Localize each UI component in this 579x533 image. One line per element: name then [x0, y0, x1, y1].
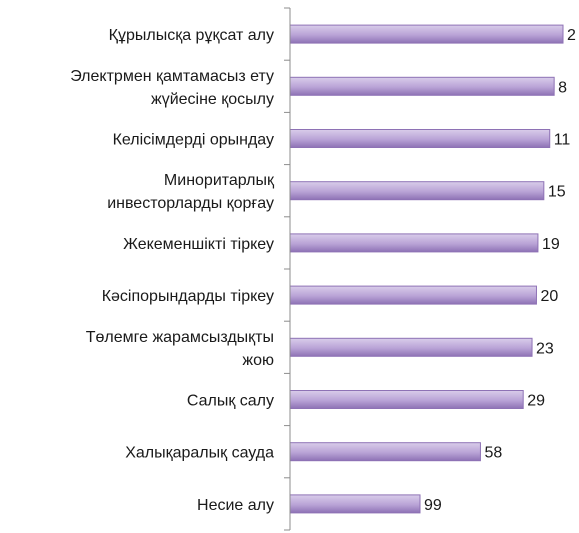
category-label-line: Электрмен қамтамасыз ету [70, 68, 274, 85]
bar [289, 285, 537, 305]
bar [289, 390, 524, 409]
category-label: Несие алу [197, 497, 274, 514]
axis-layer [284, 7, 291, 531]
bar [289, 129, 551, 148]
value-label: 15 [548, 184, 566, 201]
category-label: Құрылысқа рұқсат алу [109, 27, 274, 44]
category-label-line: жүйесіне қосылу [151, 91, 274, 108]
category-label: Келісімдерді орындау [113, 132, 274, 149]
category-label: Кәсіпорындарды тіркеу [102, 288, 274, 305]
category-label-line: Несие алу [197, 497, 274, 514]
bar [289, 494, 421, 514]
value-label: 8 [558, 79, 567, 96]
value-label: 2 [567, 27, 576, 44]
category-label-line: Салық салу [187, 393, 274, 410]
bar [289, 337, 533, 357]
bar [289, 24, 564, 44]
category-label: Миноритарлық инвесторларды қорғау [107, 172, 275, 212]
category-label-line: Кәсіпорындарды тіркеу [102, 288, 274, 305]
value-label: 23 [536, 340, 554, 357]
value-label: 29 [527, 393, 545, 410]
category-label: Жекеменшікті тіркеу [123, 236, 274, 253]
category-label: Салық салу [187, 393, 274, 410]
category-label-line: Жекеменшікті тіркеу [123, 236, 274, 253]
bar [289, 442, 481, 462]
category-label-line: Халықаралық сауда [125, 445, 274, 462]
value-label: 11 [554, 132, 571, 149]
value-label: 99 [424, 497, 442, 514]
bars-layer [289, 24, 564, 514]
category-label: Электрмен қамтамасыз ету жүйесіне қосылу [70, 68, 274, 108]
category-label: Төлемге жарамсыздықты жою [86, 329, 274, 369]
bar [289, 233, 539, 253]
bar [289, 181, 545, 201]
bar [289, 76, 555, 96]
value-label: 20 [540, 288, 558, 305]
category-label: Халықаралық сауда [125, 445, 274, 462]
category-label-line: Келісімдерді орындау [113, 132, 274, 149]
category-label-line: Төлемге жарамсыздықты [86, 329, 274, 346]
category-label-line: Құрылысқа рұқсат алу [109, 27, 274, 44]
value-label: 19 [542, 236, 560, 253]
category-label-line: Миноритарлық [164, 172, 275, 189]
labels-layer: 2 Құрылысқа рұқсат алу 8 Электрмен қамтамас… [70, 27, 576, 514]
category-label-line: жою [242, 352, 274, 369]
value-label: 58 [484, 445, 502, 462]
category-label-line: инвесторларды қорғау [107, 195, 274, 212]
